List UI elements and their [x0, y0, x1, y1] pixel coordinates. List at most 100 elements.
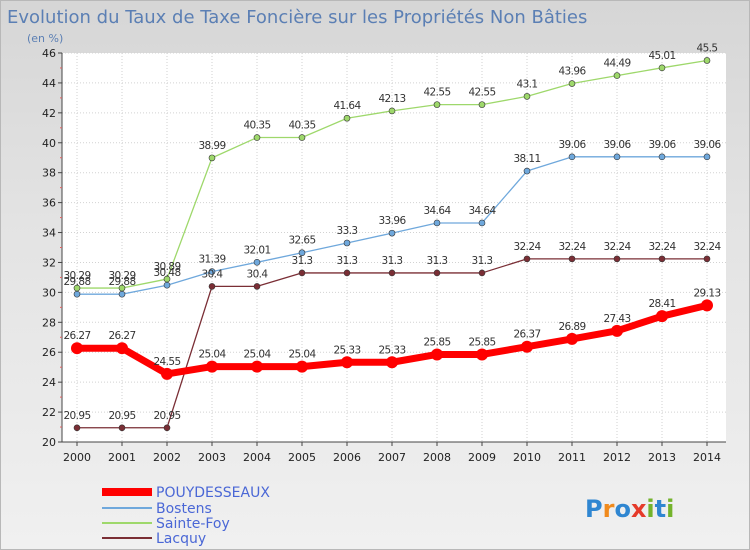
data-label: 30.4 [247, 268, 269, 280]
legend-item-bostens: Bostens [102, 501, 212, 517]
data-point [253, 259, 261, 266]
data-point [343, 114, 351, 122]
data-label: 33.3 [337, 225, 358, 237]
data-label: 31.39 [198, 254, 225, 266]
data-point [566, 332, 578, 345]
data-point [71, 342, 83, 355]
data-point [298, 134, 306, 141]
data-point [343, 239, 351, 247]
data-label: 44.49 [603, 58, 630, 70]
data-point [118, 290, 126, 298]
data-point [701, 299, 713, 312]
data-label: 39.06 [693, 139, 721, 151]
chart-title: Evolution du Taux de Taxe Foncière sur l… [7, 7, 587, 28]
data-point [73, 424, 81, 432]
data-point [116, 342, 128, 355]
x-tick-label: 2000 [63, 451, 91, 464]
data-label: 31.3 [337, 255, 358, 267]
data-point [163, 281, 171, 289]
data-point [613, 153, 621, 161]
data-label: 40.35 [288, 120, 315, 132]
data-point [521, 340, 533, 353]
data-point [388, 269, 396, 277]
data-label: 26.37 [513, 329, 540, 341]
data-point [253, 134, 261, 141]
data-point [386, 356, 398, 369]
data-label: 32.24 [648, 241, 676, 253]
data-label: 30.4 [202, 268, 224, 280]
logo-letter: r [603, 495, 615, 523]
data-point [253, 283, 261, 290]
x-tick-label: 2002 [153, 451, 181, 464]
y-tick-label: 36 [42, 197, 56, 210]
legend-item-pouydesseaux: POUYDESSEAUX [102, 485, 270, 501]
data-label: 32.65 [288, 235, 315, 247]
series-pouydesseaux [71, 299, 713, 380]
data-point [703, 255, 711, 263]
x-tick-label: 2004 [243, 451, 271, 464]
y-tick-label: 44 [42, 77, 56, 90]
logo-letter: i [666, 495, 674, 523]
data-label: 20.95 [108, 410, 135, 422]
data-label: 39.06 [648, 139, 676, 151]
series-layer [71, 57, 713, 432]
legend-label: Bostens [156, 501, 212, 517]
data-point [343, 269, 351, 277]
data-label: 45.5 [697, 42, 718, 54]
data-point [476, 348, 488, 361]
x-tick-label: 2012 [603, 451, 631, 464]
x-tick-label: 2013 [648, 451, 676, 464]
data-label: 34.64 [423, 205, 451, 217]
chart-subtitle: (en %) [27, 32, 63, 45]
data-point [478, 219, 486, 227]
data-point [568, 255, 576, 263]
data-point [298, 269, 306, 277]
data-label: 34.64 [468, 205, 496, 217]
data-label: 26.89 [558, 321, 585, 333]
data-point [611, 324, 623, 337]
data-label: 42.13 [378, 93, 405, 105]
legend-label: POUYDESSEAUX [156, 485, 270, 501]
data-label: 32.24 [693, 241, 721, 253]
data-label: 29.88 [63, 276, 90, 288]
data-point [703, 57, 711, 64]
y-tick-label: 26 [42, 346, 56, 359]
data-label: 31.3 [382, 255, 403, 267]
legend-item-sainte-foy: Sainte-Foy [102, 516, 230, 532]
data-label: 29.88 [108, 276, 135, 288]
data-label: 28.41 [648, 298, 675, 310]
y-tick-label: 34 [42, 227, 56, 240]
y-tick-label: 40 [42, 137, 56, 150]
data-label: 39.06 [558, 139, 586, 151]
data-point [478, 269, 486, 277]
x-tick-label: 2007 [378, 451, 406, 464]
data-label: 25.33 [378, 344, 405, 356]
y-tick-label: 30 [42, 286, 56, 299]
series-bostens [73, 153, 711, 298]
data-point [208, 154, 216, 162]
data-label: 45.01 [648, 50, 675, 62]
data-point [658, 64, 666, 72]
data-label: 43.96 [558, 66, 586, 78]
series-sainte-foy [73, 57, 711, 292]
data-point [703, 153, 711, 161]
proxiti-logo: Proxiti [585, 495, 674, 523]
plot-background [62, 53, 726, 442]
data-label: 30.48 [153, 267, 180, 279]
data-label: 31.3 [472, 255, 493, 267]
logo-letter: t [655, 495, 666, 523]
data-label: 20.95 [63, 410, 90, 422]
data-point [161, 367, 173, 380]
logo-letter: x [631, 495, 647, 523]
x-tick-label: 2001 [108, 451, 136, 464]
data-label: 25.85 [423, 336, 450, 348]
data-labels: 26.27 26.27 24.55 25.04 25.04 25.04 25.33 25.33… [63, 42, 722, 422]
data-point [208, 268, 216, 275]
data-label: 32.24 [603, 241, 631, 253]
data-label: 39.06 [603, 139, 631, 151]
data-point [296, 360, 308, 373]
data-label: 33.96 [378, 215, 406, 227]
